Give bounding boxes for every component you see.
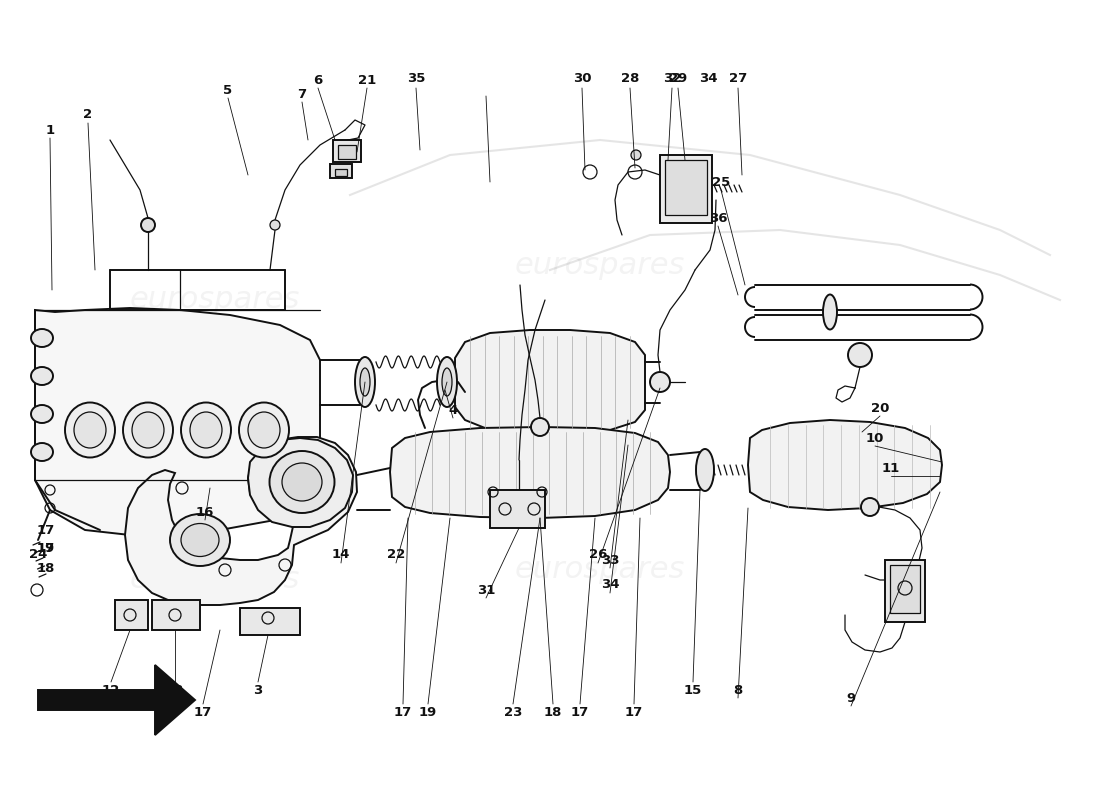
Text: 18: 18 — [36, 562, 55, 574]
Text: 22: 22 — [387, 549, 405, 562]
Text: 34: 34 — [698, 71, 717, 85]
Text: 11: 11 — [882, 462, 900, 474]
Circle shape — [650, 372, 670, 392]
Text: 21: 21 — [358, 74, 376, 86]
Text: 32: 32 — [663, 71, 681, 85]
Polygon shape — [152, 600, 200, 630]
Text: 14: 14 — [332, 549, 350, 562]
Text: eurospares: eurospares — [130, 286, 300, 314]
Text: 35: 35 — [407, 71, 426, 85]
Ellipse shape — [239, 402, 289, 458]
Text: 26: 26 — [588, 549, 607, 562]
Text: 1: 1 — [45, 123, 55, 137]
Text: 5: 5 — [223, 83, 232, 97]
Text: 20: 20 — [871, 402, 889, 414]
Text: 27: 27 — [729, 71, 747, 85]
Text: 33: 33 — [601, 554, 619, 566]
Circle shape — [861, 498, 879, 516]
Text: 17: 17 — [37, 542, 55, 554]
Bar — [490, 490, 544, 528]
Text: 23: 23 — [504, 706, 522, 718]
Ellipse shape — [74, 412, 106, 448]
Polygon shape — [390, 427, 670, 518]
Text: eurospares: eurospares — [515, 250, 685, 279]
Text: 17: 17 — [571, 706, 590, 718]
Ellipse shape — [31, 367, 53, 385]
Text: 6: 6 — [314, 74, 322, 86]
Text: eurospares: eurospares — [515, 555, 685, 585]
Text: 36: 36 — [708, 211, 727, 225]
Polygon shape — [35, 308, 320, 535]
Bar — [660, 155, 712, 223]
Text: 29: 29 — [669, 71, 688, 85]
Bar — [330, 164, 352, 178]
Text: 2: 2 — [84, 109, 92, 122]
Text: eurospares: eurospares — [130, 566, 300, 594]
Ellipse shape — [360, 368, 370, 396]
Bar — [886, 560, 925, 622]
Polygon shape — [248, 438, 353, 527]
Text: 3: 3 — [253, 683, 263, 697]
Ellipse shape — [442, 368, 452, 396]
Ellipse shape — [132, 412, 164, 448]
Ellipse shape — [248, 412, 280, 448]
Text: 12: 12 — [102, 683, 120, 697]
Text: 13: 13 — [166, 683, 184, 697]
Text: 17: 17 — [625, 706, 644, 718]
Text: 19: 19 — [419, 706, 437, 718]
Circle shape — [270, 220, 280, 230]
Polygon shape — [455, 330, 645, 433]
Text: 7: 7 — [297, 87, 307, 101]
Polygon shape — [125, 437, 358, 605]
Ellipse shape — [182, 402, 231, 458]
Bar — [333, 140, 361, 162]
Ellipse shape — [355, 357, 375, 407]
Text: 8: 8 — [734, 683, 742, 697]
Polygon shape — [116, 600, 148, 630]
Text: 17: 17 — [394, 706, 412, 718]
Text: 28: 28 — [620, 71, 639, 85]
Ellipse shape — [31, 443, 53, 461]
Ellipse shape — [696, 449, 714, 491]
Bar — [338, 145, 356, 159]
Ellipse shape — [65, 402, 116, 458]
Ellipse shape — [170, 514, 230, 566]
Polygon shape — [39, 665, 195, 735]
Circle shape — [531, 418, 549, 436]
Text: 24: 24 — [29, 549, 47, 562]
Circle shape — [848, 343, 872, 367]
Text: 9: 9 — [846, 691, 856, 705]
Text: 15: 15 — [684, 683, 702, 697]
Ellipse shape — [437, 357, 456, 407]
Text: 17: 17 — [194, 706, 212, 718]
Bar — [666, 160, 707, 215]
Polygon shape — [240, 608, 300, 635]
Ellipse shape — [823, 294, 837, 330]
Text: 17: 17 — [37, 523, 55, 537]
Text: 16: 16 — [196, 506, 214, 518]
Text: 19: 19 — [37, 542, 55, 555]
Circle shape — [141, 218, 155, 232]
Ellipse shape — [31, 329, 53, 347]
Text: 18: 18 — [543, 706, 562, 718]
Ellipse shape — [123, 402, 173, 458]
Polygon shape — [748, 420, 942, 510]
Text: 10: 10 — [866, 431, 884, 445]
Circle shape — [631, 150, 641, 160]
Bar — [336, 169, 346, 176]
Text: 31: 31 — [476, 583, 495, 597]
Ellipse shape — [31, 405, 53, 423]
Ellipse shape — [282, 463, 322, 501]
Ellipse shape — [190, 412, 222, 448]
Text: 30: 30 — [573, 71, 592, 85]
Ellipse shape — [182, 523, 219, 557]
Bar — [890, 565, 920, 613]
Ellipse shape — [270, 451, 334, 513]
Text: 4: 4 — [449, 403, 458, 417]
Text: 25: 25 — [712, 175, 730, 189]
Text: 34: 34 — [601, 578, 619, 591]
